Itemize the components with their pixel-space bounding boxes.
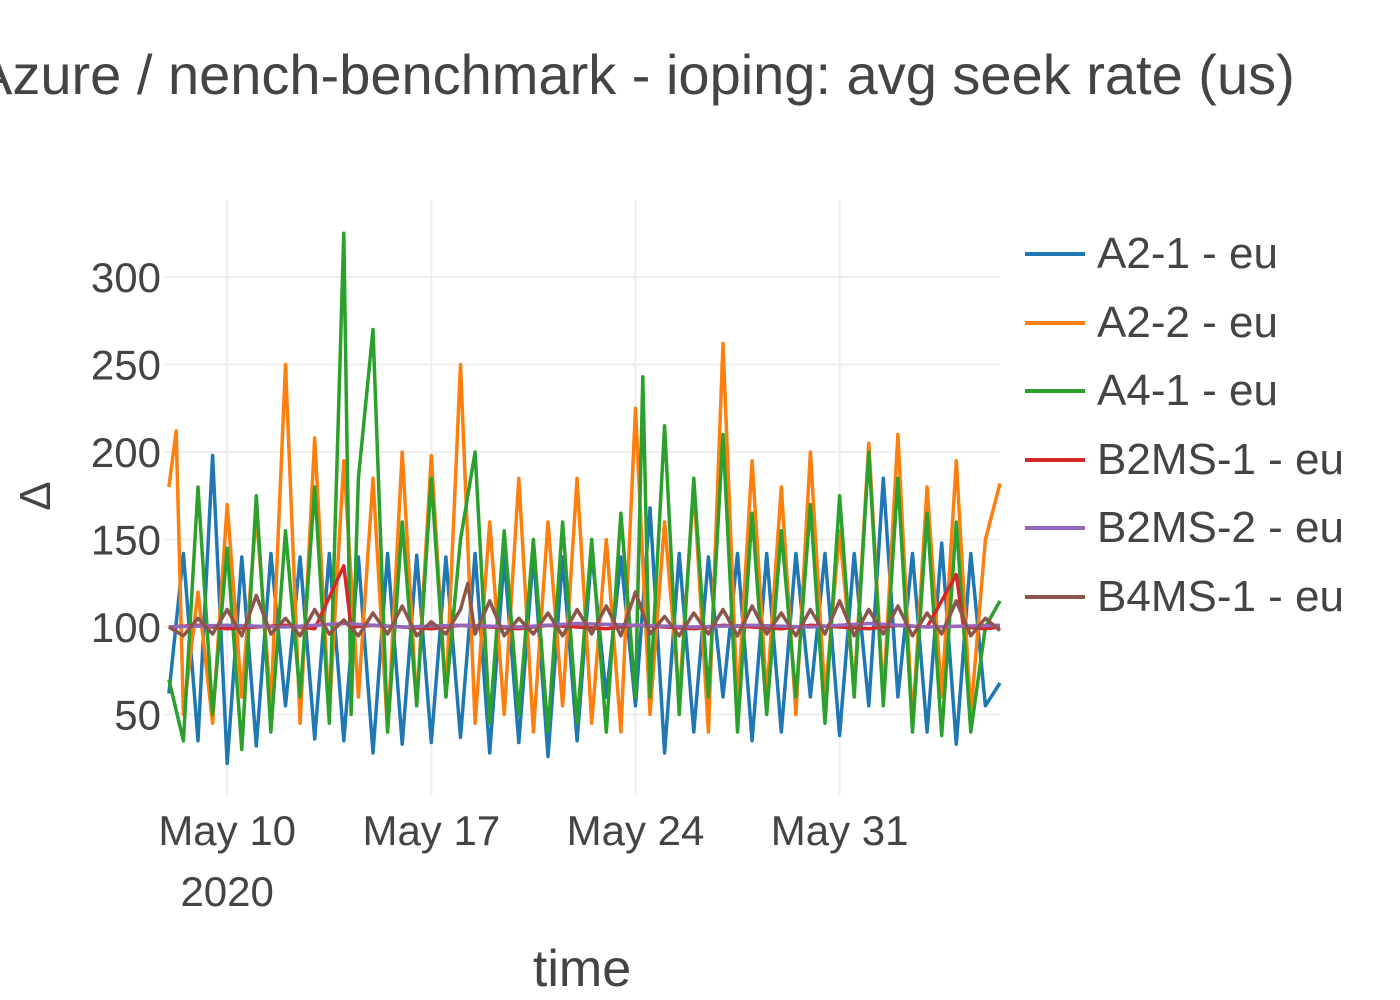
series-line-3: [167, 231, 1002, 752]
y-tick-label: 50: [114, 692, 161, 739]
legend-item-3[interactable]: A4-1 - eu: [1025, 357, 1344, 426]
legend-swatch: [1025, 457, 1085, 462]
legend-label: A2-2 - eu: [1097, 297, 1278, 347]
legend-label: B2MS-2 - eu: [1097, 503, 1344, 553]
x-tick-sublabel: 2020: [180, 868, 273, 915]
legend-label: B2MS-1 - eu: [1097, 434, 1344, 484]
legend-item-1[interactable]: A2-1 - eu: [1025, 220, 1344, 289]
y-tick-label: 100: [91, 604, 161, 651]
y-tick-label: 300: [91, 254, 161, 301]
chart-title: Azure / nench-benchmark - ioping: avg se…: [0, 42, 1320, 107]
axis-ticks: 50 100 150 200 250 300 May 10 2020 May 17 May 24 M…: [91, 254, 909, 915]
legend-label: A4-1 - eu: [1097, 366, 1278, 416]
legend-swatch: [1025, 389, 1085, 394]
chart-title-text: Azure / nench-benchmark - ioping: avg se…: [0, 43, 1295, 106]
legend-swatch: [1025, 526, 1085, 531]
x-tick-label: May 17: [362, 807, 500, 854]
legend-item-4[interactable]: B2MS-1 - eu: [1025, 426, 1344, 495]
x-axis-label: time: [533, 940, 631, 998]
legend-swatch: [1025, 594, 1085, 599]
legend-label: A2-1 - eu: [1097, 229, 1278, 279]
legend-label: B4MS-1 - eu: [1097, 571, 1344, 621]
y-tick-label: 200: [91, 429, 161, 476]
series-lines: [167, 231, 1002, 766]
legend-item-6[interactable]: B4MS-1 - eu: [1025, 563, 1344, 632]
legend: A2-1 - eu A2-2 - eu A4-1 - eu B2MS-1 - eu B2…: [1025, 220, 1344, 631]
x-tick-label: May 10: [158, 807, 296, 854]
legend-item-2[interactable]: A2-2 - eu: [1025, 289, 1344, 358]
legend-item-5[interactable]: B2MS-2 - eu: [1025, 494, 1344, 563]
y-tick-label: 150: [91, 517, 161, 564]
legend-swatch: [1025, 252, 1085, 257]
legend-swatch: [1025, 320, 1085, 325]
x-tick-label: May 24: [567, 807, 705, 854]
y-axis-label: Δ: [11, 481, 60, 510]
y-tick-label: 250: [91, 342, 161, 389]
series-line-6: [167, 581, 1002, 638]
x-tick-label: May 31: [771, 807, 909, 854]
